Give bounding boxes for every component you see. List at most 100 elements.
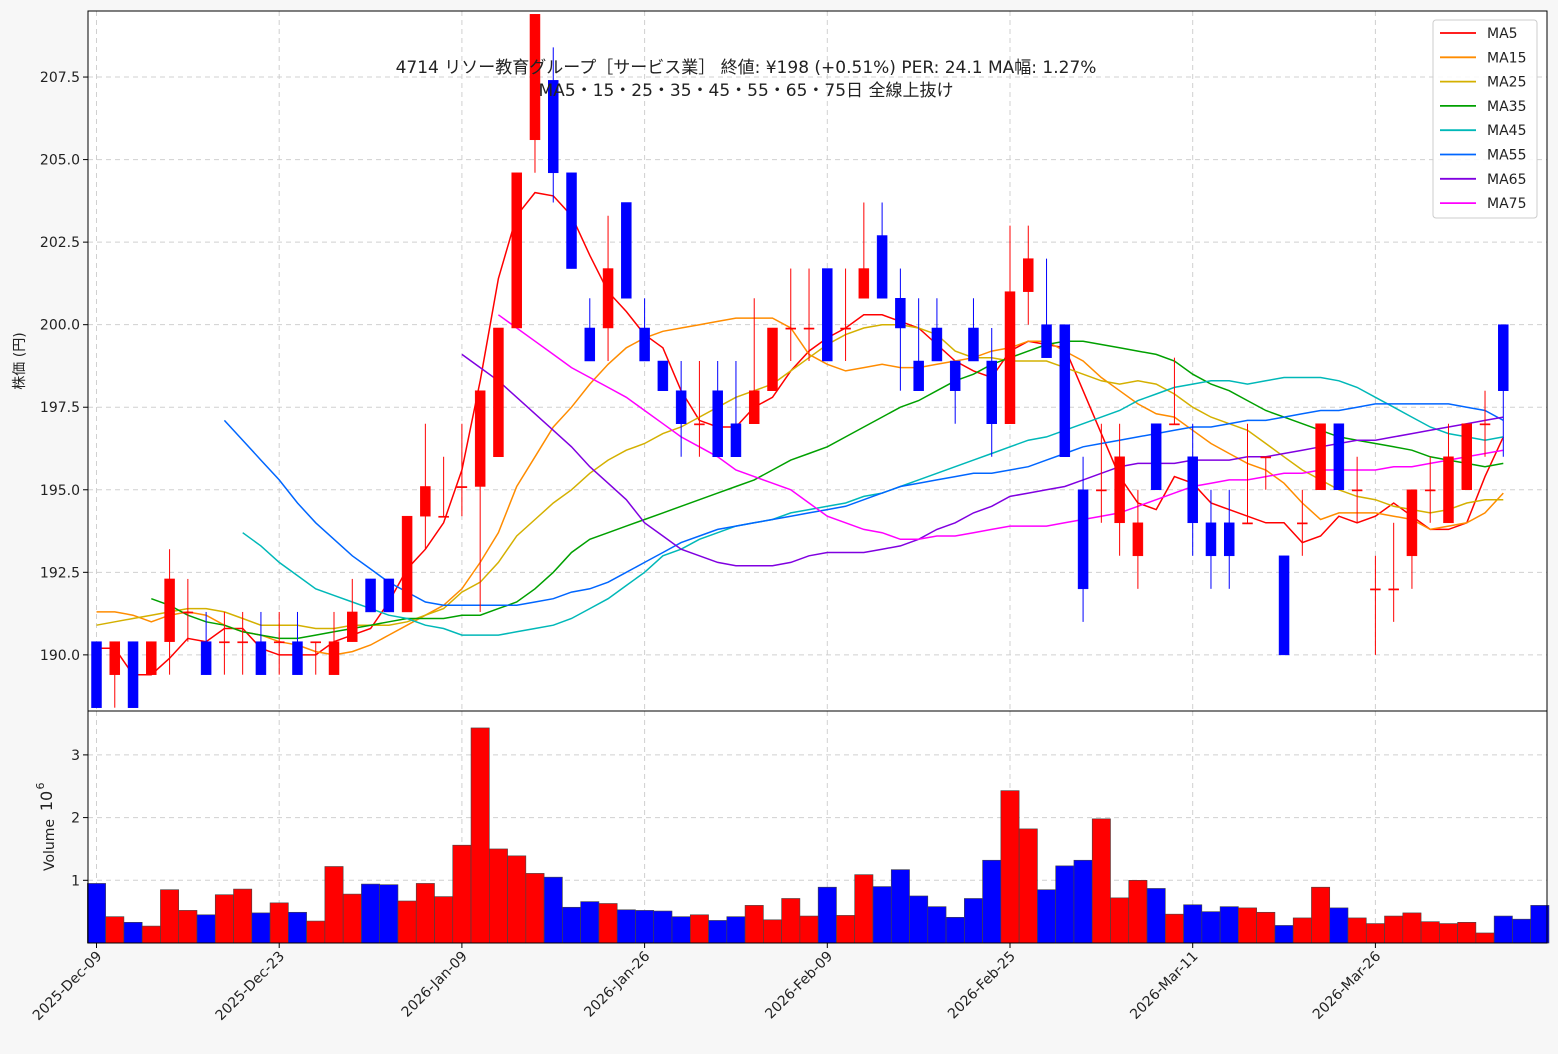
legend-label: MA75 — [1487, 196, 1526, 212]
candle-up — [1169, 357, 1180, 426]
volume-bar — [1347, 917, 1367, 944]
candle-up — [767, 327, 778, 391]
candle-up — [748, 298, 760, 424]
candle-up — [182, 578, 194, 642]
candle-body — [1370, 588, 1381, 591]
volume-exponent-base: 10 — [37, 791, 56, 811]
candle-up — [785, 268, 797, 361]
candle-down — [1059, 324, 1071, 458]
volume-bar — [1256, 911, 1276, 944]
candle-down — [822, 268, 833, 362]
candle-body — [1461, 423, 1472, 491]
volume-bar — [1274, 925, 1294, 944]
candle-up — [1443, 423, 1454, 524]
volume-bar — [1365, 923, 1385, 944]
volume-bar — [1329, 907, 1349, 944]
candle-body — [1059, 324, 1071, 458]
volume-bar — [196, 914, 216, 944]
price-tick-label: 205.0 — [40, 153, 80, 169]
volume-tick-label: 1 — [71, 873, 80, 889]
volume-bar — [1073, 859, 1093, 944]
volume-bar — [105, 916, 125, 944]
candle-body — [347, 611, 358, 642]
volume-bar — [781, 898, 801, 944]
price-y-axis-label: 株価 (円) — [12, 332, 28, 389]
volume-bar — [434, 896, 454, 944]
candle-up — [1479, 390, 1491, 457]
candle-body — [511, 172, 522, 329]
candle-body — [748, 390, 760, 424]
volume-tick-label: 2 — [71, 811, 80, 827]
candle-body — [1333, 423, 1345, 491]
candle-body — [803, 327, 815, 330]
chart-title: 4714 リソー教育グループ［サービス業］ 終値: ¥198 (+0.51%) … — [396, 58, 1097, 78]
candle-body — [529, 14, 541, 141]
candle-down — [1333, 423, 1345, 491]
volume-plot-frame — [87, 710, 1548, 944]
price-tick-label: 207.5 — [40, 70, 80, 86]
candle-body — [621, 202, 632, 299]
volume-bar — [269, 902, 289, 944]
candle-body — [127, 641, 139, 708]
volume-bar — [1091, 818, 1111, 944]
volume-bar — [233, 888, 253, 944]
volume-bar — [379, 884, 399, 944]
candle-down — [1041, 258, 1052, 358]
volume-bar — [178, 910, 198, 944]
candle-down — [675, 361, 687, 457]
volume-y-ticks: 1 2 3 — [71, 748, 88, 889]
legend-label: MA65 — [1487, 172, 1526, 188]
price-y-ticks: 190.0 192.5 195.0 197.5 200.0 202.5 205.0 207.5 — [40, 70, 88, 664]
candle-body — [968, 327, 979, 362]
candle-down — [876, 202, 888, 299]
volume-bar — [1512, 918, 1531, 944]
candle-down — [657, 360, 669, 391]
candle-down — [913, 298, 924, 391]
volume-bar — [763, 919, 782, 944]
price-tick-label: 197.5 — [40, 400, 80, 416]
volume-bar — [87, 883, 106, 944]
volume-tick-label: 3 — [71, 748, 80, 764]
candle-down — [1205, 489, 1217, 589]
volume-bar — [854, 874, 874, 944]
volume-bar — [671, 916, 691, 944]
candle-up — [347, 578, 358, 642]
candle-down — [292, 611, 303, 675]
volume-bar — [543, 876, 563, 944]
candle-down — [548, 47, 559, 203]
volume-bar — [562, 906, 581, 944]
volume-bar — [708, 920, 728, 944]
volume-bar — [927, 906, 947, 944]
volume-bar — [1146, 888, 1166, 944]
candle-up — [401, 515, 413, 613]
legend-entry-ma15: MA15 — [1440, 50, 1526, 66]
volume-bar — [1055, 865, 1075, 944]
candle-body — [895, 298, 906, 329]
legend-entry-ma35: MA35 — [1440, 99, 1526, 115]
candle-up — [1297, 489, 1308, 556]
candle-body — [712, 390, 723, 458]
candle-body — [383, 578, 395, 613]
volume-bar — [1292, 917, 1312, 944]
candle-body — [237, 641, 248, 644]
candle-body — [1260, 456, 1272, 459]
candle-body — [1041, 324, 1052, 358]
candle-body — [1351, 489, 1363, 492]
volume-bar — [452, 844, 472, 944]
price-tick-label: 202.5 — [40, 235, 80, 251]
volume-bar — [1384, 915, 1404, 944]
legend: MA5 MA15 MA25 MA35 MA45 MA55 MA65 MA75 — [1432, 19, 1538, 219]
candle-down — [730, 361, 742, 458]
candle-down — [968, 298, 979, 362]
candle-body — [840, 327, 851, 330]
volume-bar — [1219, 906, 1239, 944]
candle-body — [164, 578, 175, 642]
candle-up — [438, 456, 449, 518]
volume-bar — [1164, 913, 1184, 944]
candle-body — [1096, 489, 1107, 492]
legend-entry-ma75: MA75 — [1440, 196, 1526, 212]
candle-body — [420, 486, 431, 517]
volume-y-axis-label: Volume — [42, 819, 58, 871]
candle-body — [438, 515, 449, 518]
